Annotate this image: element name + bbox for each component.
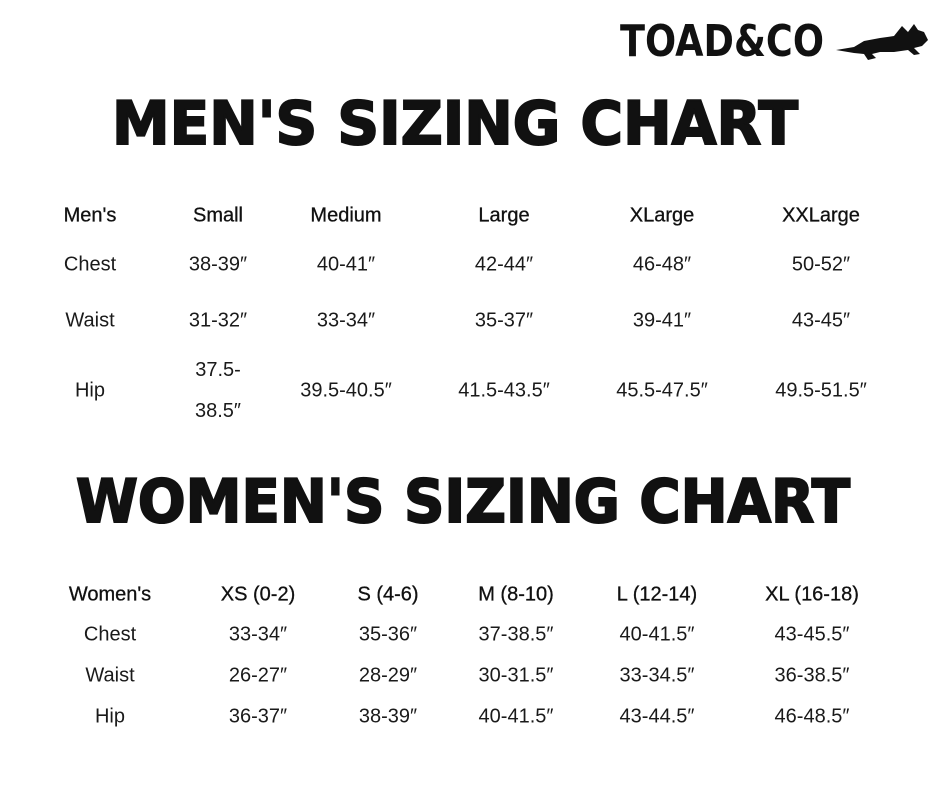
row-label: Hip bbox=[74, 379, 106, 402]
column-header: Men's bbox=[63, 204, 117, 227]
womens-title: WOMEN'S SIZING CHART bbox=[74, 466, 854, 538]
column-header: XS (0-2) bbox=[220, 583, 296, 606]
size-value: 42-44″ bbox=[474, 253, 534, 276]
column-header: XLarge bbox=[629, 204, 695, 227]
size-value: 33-34.5″ bbox=[619, 664, 695, 687]
size-value: 35-36″ bbox=[358, 623, 418, 646]
horned-toad-icon bbox=[836, 24, 928, 60]
column-header: M (8-10) bbox=[478, 583, 554, 606]
size-value: 40-41″ bbox=[316, 253, 376, 276]
svg-text:MEN'S SIZING CHART: MEN'S SIZING CHART bbox=[112, 92, 798, 152]
size-value: 38-39″ bbox=[358, 705, 418, 728]
brand-logo: TOAD&CO bbox=[618, 14, 938, 71]
size-value: 26-27″ bbox=[228, 664, 288, 687]
size-value: 43-45″ bbox=[791, 309, 851, 332]
size-value: 33-34″ bbox=[316, 309, 376, 332]
size-value: 39-41″ bbox=[632, 309, 692, 332]
size-value: 35-37″ bbox=[474, 309, 534, 332]
size-value: 43-44.5″ bbox=[619, 705, 695, 728]
svg-text:WOMEN'S SIZING CHART: WOMEN'S SIZING CHART bbox=[76, 470, 850, 530]
size-value: 36-37″ bbox=[228, 705, 288, 728]
row-label: Chest bbox=[83, 623, 137, 646]
column-header: XXLarge bbox=[782, 204, 860, 227]
size-value: 37-38.5″ bbox=[478, 623, 554, 646]
mens-title: MEN'S SIZING CHART bbox=[110, 88, 810, 160]
size-value: 37.5- 38.5″ bbox=[194, 359, 242, 422]
size-value: 43-45.5″ bbox=[774, 623, 850, 646]
size-value: 28-29″ bbox=[358, 664, 418, 687]
size-value: 45.5-47.5″ bbox=[616, 379, 708, 402]
size-value: 31-32″ bbox=[188, 309, 248, 332]
column-header: Medium bbox=[310, 204, 382, 227]
row-label: Waist bbox=[85, 664, 135, 687]
size-value: 40-41.5″ bbox=[619, 623, 695, 646]
size-value: 38-39″ bbox=[188, 253, 248, 276]
size-value: 46-48″ bbox=[632, 253, 692, 276]
row-label: Hip bbox=[94, 705, 126, 728]
row-label: Waist bbox=[65, 309, 115, 332]
size-value: 36-38.5″ bbox=[774, 664, 850, 687]
column-header: L (12-14) bbox=[616, 583, 698, 606]
column-header: Large bbox=[478, 204, 530, 227]
size-value: 39.5-40.5″ bbox=[300, 379, 392, 402]
row-label: Chest bbox=[63, 253, 117, 276]
size-value: 50-52″ bbox=[791, 253, 851, 276]
column-header: S (4-6) bbox=[357, 583, 419, 606]
size-value: 30-31.5″ bbox=[478, 664, 554, 687]
size-value: 41.5-43.5″ bbox=[458, 379, 550, 402]
svg-text:TOAD&CO: TOAD&CO bbox=[620, 16, 824, 66]
size-value: 46-48.5″ bbox=[774, 705, 850, 728]
column-header: Women's bbox=[68, 583, 152, 606]
column-header: XL (16-18) bbox=[765, 583, 859, 606]
column-header: Small bbox=[192, 204, 244, 227]
size-value: 40-41.5″ bbox=[478, 705, 554, 728]
size-value: 49.5-51.5″ bbox=[775, 379, 867, 402]
size-value: 33-34″ bbox=[228, 623, 288, 646]
